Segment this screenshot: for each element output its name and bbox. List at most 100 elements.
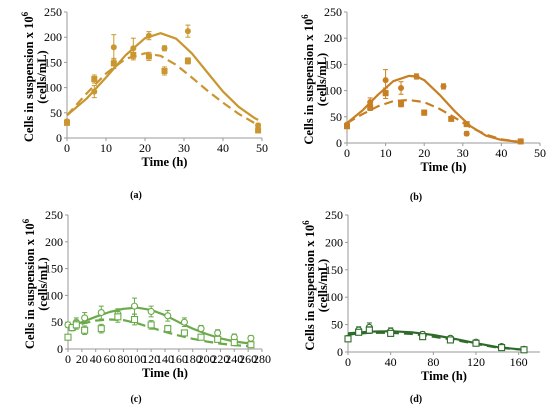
data-point — [110, 60, 117, 67]
y-tick-label: 150 — [325, 263, 343, 277]
data-point — [197, 325, 205, 333]
y-axis-title: Cells in suspension x 106 — [301, 220, 317, 351]
y-tick-label: 100 — [44, 81, 62, 95]
data-point — [81, 326, 89, 334]
data-point — [365, 326, 373, 334]
data-point — [145, 32, 152, 39]
data-point — [463, 130, 470, 137]
data-point — [230, 339, 238, 347]
series-1 — [64, 297, 255, 345]
data-point — [517, 138, 524, 145]
x-tick-label: 50 — [256, 141, 268, 155]
y-axis-title: Cells in suspension x 106 — [20, 11, 36, 142]
data-point — [91, 76, 98, 83]
data-point — [446, 336, 454, 344]
data-point — [448, 115, 455, 122]
y-tick-label: 100 — [324, 84, 342, 98]
data-point — [440, 83, 447, 90]
y-axis-title-superscript: 6 — [20, 11, 30, 16]
data-point — [344, 123, 350, 130]
x-tick-label: 240 — [225, 352, 243, 366]
data-point — [419, 333, 427, 341]
series-2 — [344, 87, 524, 145]
x-tick-label: 120 — [467, 355, 485, 369]
data-point — [214, 335, 222, 343]
chart-panel-4: 0 40 80 120 160 0 50 100 150 200 250 Time (h) Cells … — [301, 208, 540, 405]
data-point — [247, 334, 255, 342]
y-axis-title: Cells in suspension x 106 — [21, 218, 37, 349]
data-point — [130, 315, 139, 324]
data-point — [197, 333, 205, 341]
x-tick-label: 0 — [65, 352, 71, 366]
data-point — [114, 313, 122, 321]
data-point — [398, 84, 405, 91]
dashed-fit-line — [67, 318, 251, 348]
x-axis-title: Time (h) — [421, 369, 467, 383]
dashed-fit-line — [347, 331, 525, 351]
x-tick-label: 100 — [128, 352, 146, 366]
y-tick-label: 200 — [324, 31, 342, 45]
data-point — [255, 122, 262, 129]
data-point — [180, 329, 188, 337]
x-tick-label: 40 — [385, 355, 397, 369]
x-tick-label: 80 — [427, 355, 439, 369]
data-point — [145, 53, 152, 60]
data-point — [110, 44, 117, 51]
chart-panel-3: 0 20 40 60 801001201401601802002202402602800… — [21, 208, 271, 405]
x-tick-label: 80 — [117, 352, 129, 366]
y-tick-label: 150 — [324, 57, 342, 71]
y-axis-units: (cells/mL) — [35, 50, 49, 103]
x-tick-label: 40 — [90, 352, 102, 366]
y-axis-title-superscript: 6 — [300, 14, 310, 19]
y-tick-label: 50 — [331, 318, 343, 332]
y-tick-label: 250 — [44, 5, 62, 19]
data-point — [184, 28, 191, 35]
data-point — [64, 119, 70, 126]
x-tick-label: 220 — [211, 352, 229, 366]
y-axis-title-text: Cells in suspension x 10 — [303, 225, 317, 351]
y-tick-label: 0 — [56, 131, 62, 145]
data-point — [164, 325, 172, 333]
x-axis-title: Time (h) — [142, 366, 188, 380]
y-tick-label: 250 — [45, 208, 63, 222]
series-2 — [64, 310, 255, 349]
data-point — [247, 341, 255, 349]
panel-label: (b) — [410, 192, 422, 203]
data-point — [472, 339, 480, 347]
y-tick-label: 0 — [337, 345, 343, 359]
chart-panel-2: 0 10 20 30 40 50 0 50 100 150 200 250 Time (h) Cells … — [300, 5, 546, 203]
data-point — [413, 73, 420, 80]
y-axis-title: Cells in suspension x 106 — [300, 14, 316, 145]
x-tick-label: 20 — [418, 146, 430, 160]
panel-label: (d) — [410, 394, 422, 405]
y-axis-units: (cells/mL) — [315, 53, 329, 106]
data-point — [91, 88, 98, 95]
y-axis-title-superscript: 6 — [21, 218, 31, 223]
y-axis-units: (cells/mL) — [36, 257, 50, 310]
x-tick-label: 200 — [198, 352, 216, 366]
data-point — [97, 325, 105, 333]
solid-fit-line — [66, 32, 259, 121]
y-axis-title-text: Cells in suspension x 10 — [302, 19, 316, 145]
chart-panel-1: 0 10 20 30 40 50 0 50 100 150 200 250 Time (h) Cells … — [20, 5, 268, 201]
data-point — [164, 312, 172, 320]
x-tick-label: 140 — [156, 352, 174, 366]
x-tick-label: 0 — [345, 355, 351, 369]
x-tick-label: 280 — [253, 352, 271, 366]
data-point — [344, 335, 352, 343]
y-tick-label: 50 — [50, 106, 62, 120]
y-tick-label: 200 — [45, 235, 63, 249]
data-point — [255, 127, 262, 134]
x-tick-label: 160 — [510, 355, 528, 369]
panel-label: (c) — [130, 394, 141, 405]
data-point — [398, 100, 405, 107]
data-point — [382, 77, 389, 84]
data-point — [498, 344, 506, 352]
x-tick-label: 0 — [64, 141, 70, 155]
x-tick-label: 40 — [495, 146, 507, 160]
data-point — [147, 307, 155, 316]
x-tick-label: 120 — [142, 352, 160, 366]
y-tick-label: 150 — [45, 262, 63, 276]
x-tick-label: 180 — [184, 352, 202, 366]
